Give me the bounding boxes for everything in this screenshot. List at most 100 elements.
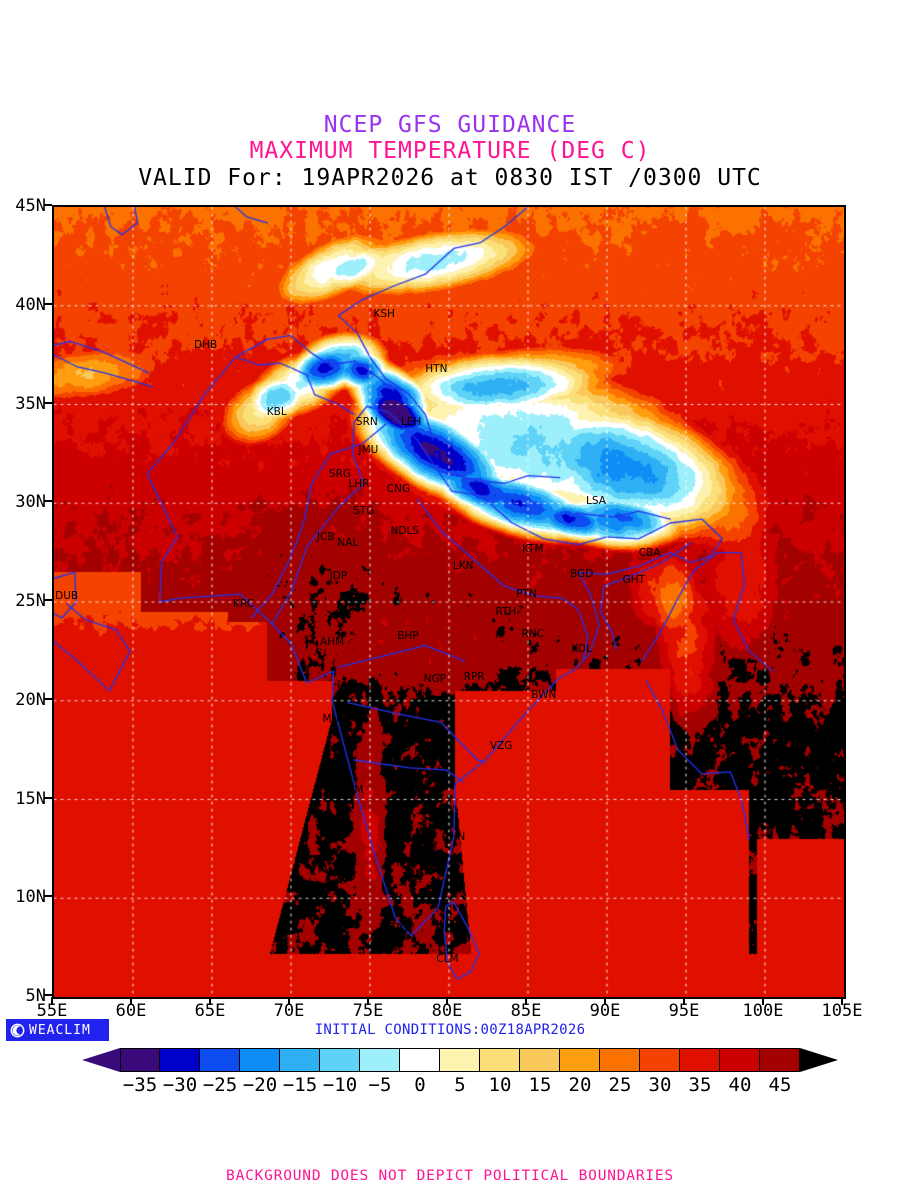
colorbar-tick-label: 40 bbox=[728, 1074, 752, 1096]
city-label-krc: KRC bbox=[233, 597, 255, 610]
city-label-ksh: KSH bbox=[373, 307, 395, 320]
city-label-bgd: BGD bbox=[570, 568, 594, 581]
city-label-ptn: PTN bbox=[516, 588, 537, 601]
city-label-stg: STG bbox=[353, 505, 375, 518]
colorbar-band bbox=[760, 1048, 800, 1072]
colorbar-tick-label: −5 bbox=[368, 1074, 392, 1096]
x-axis-tick-label: 80E bbox=[431, 1001, 463, 1021]
city-label-jdp: JDP bbox=[329, 570, 348, 583]
city-label-dhb: DHB bbox=[194, 339, 218, 352]
city-label-dub: DUB bbox=[55, 590, 79, 603]
city-label-bng: BNG bbox=[399, 833, 423, 845]
colorbar-band bbox=[480, 1048, 520, 1072]
y-axis-tick-label: 45N bbox=[15, 196, 46, 216]
title-block: NCEP GFS GUIDANCE MAXIMUM TEMPERATURE (D… bbox=[0, 112, 900, 192]
city-label-rpr: RPR bbox=[463, 671, 485, 684]
x-axis-tick-label: 70E bbox=[273, 1001, 305, 1021]
colorbar-under-arrow bbox=[82, 1048, 120, 1072]
colorbar-tick-label: 0 bbox=[414, 1074, 426, 1096]
disclaimer-label: BACKGROUND DOES NOT DEPICT POLITICAL BOU… bbox=[226, 1168, 674, 1184]
colorbar-band bbox=[160, 1048, 200, 1072]
city-label-vzg: VZG bbox=[489, 740, 513, 753]
city-label-pjm: PJM bbox=[344, 783, 364, 796]
city-label-bwn: BWN bbox=[531, 688, 557, 701]
colorbar-band bbox=[680, 1048, 720, 1072]
colorbar-band bbox=[400, 1048, 440, 1072]
x-axis-tick-label: 105E bbox=[821, 1001, 863, 1021]
colorbar-tick-label: 30 bbox=[648, 1074, 672, 1096]
colorbar-tick-label: −15 bbox=[282, 1074, 318, 1096]
colorbar-tick-label: −35 bbox=[122, 1074, 158, 1096]
city-label-srn: SRN bbox=[355, 416, 378, 429]
weaclim-label: WEACLIM bbox=[29, 1022, 91, 1038]
city-label-bhp: BHP bbox=[397, 629, 419, 642]
colorbar-tick-label: −10 bbox=[322, 1074, 358, 1096]
weaclim-logo: WEACLIM bbox=[6, 1019, 109, 1041]
x-axis-tick-label: 100E bbox=[742, 1001, 784, 1021]
y-axis-tick-label: 10N bbox=[15, 887, 46, 908]
city-label-kol: KOL bbox=[571, 643, 592, 656]
city-label-rth: RTH bbox=[495, 605, 517, 618]
y-axis-tick bbox=[44, 204, 52, 206]
city-label-jmu: JMU bbox=[358, 443, 379, 456]
city-label-hyd: HYD bbox=[414, 746, 437, 759]
x-axis-tick-label: 60E bbox=[115, 1001, 147, 1021]
city-label-leh: LEH bbox=[400, 416, 422, 429]
y-axis-tick-label: 20N bbox=[15, 689, 46, 710]
city-label-ght: GHT bbox=[622, 574, 646, 587]
y-axis-tick-label: 25N bbox=[15, 591, 46, 611]
x-axis-tick-label: 65E bbox=[194, 1001, 226, 1021]
city-label-cng: CNG bbox=[386, 483, 411, 496]
y-axis-tick-label: 5N bbox=[25, 986, 46, 1006]
colorbar-band bbox=[640, 1048, 680, 1072]
colorbar-band bbox=[240, 1048, 280, 1072]
y-axis-tick bbox=[44, 401, 52, 404]
y-axis-tick bbox=[44, 500, 52, 503]
x-axis-tick-label: 75E bbox=[352, 1001, 384, 1021]
colorbar-tick-label: 35 bbox=[688, 1074, 712, 1096]
colorbar-band bbox=[200, 1048, 240, 1072]
city-label-rng: RNG bbox=[693, 754, 717, 766]
colorbar-tick-label: 10 bbox=[488, 1074, 512, 1096]
city-label-jcb: JCB bbox=[316, 530, 335, 543]
y-axis-tick-label: 35N bbox=[15, 393, 46, 414]
city-label-clm: CLM bbox=[436, 953, 459, 966]
colorbar-tick-label: 5 bbox=[454, 1074, 466, 1096]
city-label-trv: TRV bbox=[389, 921, 411, 934]
y-axis-tick bbox=[44, 697, 52, 700]
weaclim-circle-icon bbox=[10, 1023, 25, 1037]
colorbar-tick-label: 45 bbox=[768, 1074, 792, 1096]
colorbar-tick-labels: −35 −30 −25 −20 −15 −10 −5 0 5 10 15 20 25 30 35 40 45 bbox=[120, 1074, 800, 1098]
city-label-chn: CHN bbox=[442, 831, 466, 844]
y-axis-tick bbox=[44, 796, 52, 799]
city-label-lsa: LSA bbox=[585, 495, 606, 508]
page-subtitle: MAXIMUM TEMPERATURE (DEG C) bbox=[249, 138, 651, 164]
colorbar-over-arrow bbox=[800, 1048, 838, 1072]
city-label-ngp: NGP bbox=[423, 673, 446, 686]
colorbar-tick-label: 15 bbox=[528, 1074, 552, 1096]
temperature-map: DHB KSH HTN KBL SRN LEH JMU SRG LHR CNG STG NDLS JCB… bbox=[52, 205, 846, 999]
colorbar-tick-label: 20 bbox=[568, 1074, 592, 1096]
colorbar-tick-label: −30 bbox=[162, 1074, 198, 1096]
page-title: NCEP GFS GUIDANCE bbox=[323, 112, 577, 138]
colorbar-tick-label: −20 bbox=[242, 1074, 278, 1096]
y-axis-tick bbox=[44, 599, 52, 601]
initial-conditions-label: INITIAL CONDITIONS:00Z18APR2026 bbox=[314, 1022, 586, 1038]
temperature-colorbar: −35 −30 −25 −20 −15 −10 −5 0 5 10 15 20 25 30 35 40 45 bbox=[82, 1048, 838, 1096]
x-axis-tick-label: 90E bbox=[589, 1001, 621, 1021]
city-label-ndls: NDLS bbox=[390, 524, 419, 537]
colorbar-band bbox=[520, 1048, 560, 1072]
city-label-rnc: RNC bbox=[521, 627, 544, 640]
colorbar-band bbox=[440, 1048, 480, 1072]
y-axis-tick-label: 30N bbox=[15, 492, 46, 513]
colorbar-band bbox=[360, 1048, 400, 1072]
colorbar-tick-label: 25 bbox=[608, 1074, 632, 1096]
colorbar-band bbox=[320, 1048, 360, 1072]
city-label-srg: SRG bbox=[328, 467, 352, 480]
city-label-ahm: AHM bbox=[320, 635, 345, 648]
x-axis-tick-label: 85E bbox=[510, 1001, 542, 1021]
y-axis-tick-label: 40N bbox=[15, 294, 46, 315]
city-label-nal: NAL bbox=[337, 536, 359, 549]
colorbar-tick-label: −25 bbox=[202, 1074, 238, 1096]
colorbar-band bbox=[120, 1048, 160, 1072]
